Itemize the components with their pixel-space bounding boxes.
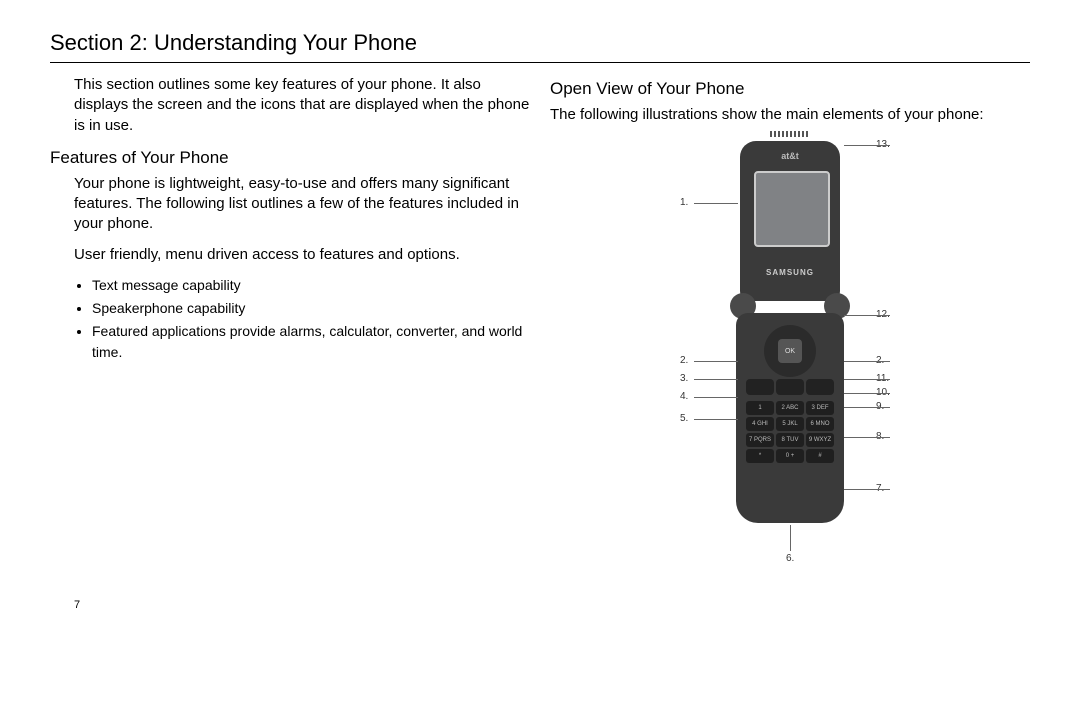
key: 7 PQRS [746, 433, 774, 447]
callout-label: 1. [680, 197, 688, 208]
key: 5 JKL [776, 417, 804, 431]
intro-text: This section outlines some key features … [74, 75, 530, 136]
callout-label: 3. [680, 373, 688, 384]
callout-line [844, 379, 890, 380]
key: 0 + [776, 449, 804, 463]
callout-label: 5. [680, 413, 688, 424]
callout-line [694, 379, 738, 380]
key: 9 WXYZ [806, 433, 834, 447]
openview-text: The following illustrations show the mai… [550, 105, 1030, 125]
key: 4 GHI [746, 417, 774, 431]
feature-list: Text message capabilitySpeakerphone capa… [74, 275, 530, 363]
feature-item: Text message capability [92, 275, 530, 296]
key: 1 [746, 401, 774, 415]
callout-line [694, 361, 738, 362]
section-title: Section 2: Understanding Your Phone [50, 30, 1030, 56]
callout-line [694, 397, 738, 398]
callout-line [844, 489, 890, 490]
callout-line [694, 203, 738, 204]
samsung-logo: SAMSUNG [740, 268, 840, 277]
callout-label: 6. [786, 553, 794, 564]
nav-wheel: OK [764, 325, 816, 377]
callout-line [844, 393, 890, 394]
features-p1: Your phone is lightweight, easy-to-use a… [74, 174, 530, 235]
callout-line [844, 437, 890, 438]
key: 2 ABC [776, 401, 804, 415]
left-column: This section outlines some key features … [50, 75, 530, 575]
features-heading: Features of Your Phone [50, 148, 530, 168]
rule [50, 62, 1030, 63]
openview-heading: Open View of Your Phone [550, 79, 1030, 99]
callout-label: 4. [680, 391, 688, 402]
callout-label: 2. [680, 355, 688, 366]
key: * [746, 449, 774, 463]
features-p2: User friendly, menu driven access to fea… [74, 245, 530, 265]
callout-line [844, 315, 890, 316]
phone-bottom: OK 12 ABC3 DEF 4 GHI5 JKL6 MNO 7 PQRS8 TUV… [736, 313, 844, 523]
callout-line [844, 407, 890, 408]
earpiece [770, 131, 810, 139]
key: # [806, 449, 834, 463]
callout-line [844, 361, 890, 362]
key: 6 MNO [806, 417, 834, 431]
key: 3 DEF [806, 401, 834, 415]
key: 8 TUV [776, 433, 804, 447]
right-column: Open View of Your Phone The following il… [550, 75, 1030, 575]
feature-item: Featured applications provide alarms, ca… [92, 321, 530, 363]
callout-line [790, 525, 791, 551]
phone-illustration: at&t SAMSUNG OK 12 ABC3 DEF 4 GHI5 JKL6 M… [620, 135, 960, 575]
att-logo: at&t [740, 151, 840, 161]
callout-line [694, 419, 738, 420]
soft-keys [746, 379, 834, 395]
phone-top: at&t SAMSUNG [740, 141, 840, 301]
feature-item: Speakerphone capability [92, 298, 530, 319]
page-number: 7 [74, 599, 1030, 611]
phone-screen [754, 171, 830, 247]
ok-key: OK [778, 339, 802, 363]
callout-line [844, 145, 890, 146]
keypad: 12 ABC3 DEF 4 GHI5 JKL6 MNO 7 PQRS8 TUV9 W… [746, 401, 834, 465]
